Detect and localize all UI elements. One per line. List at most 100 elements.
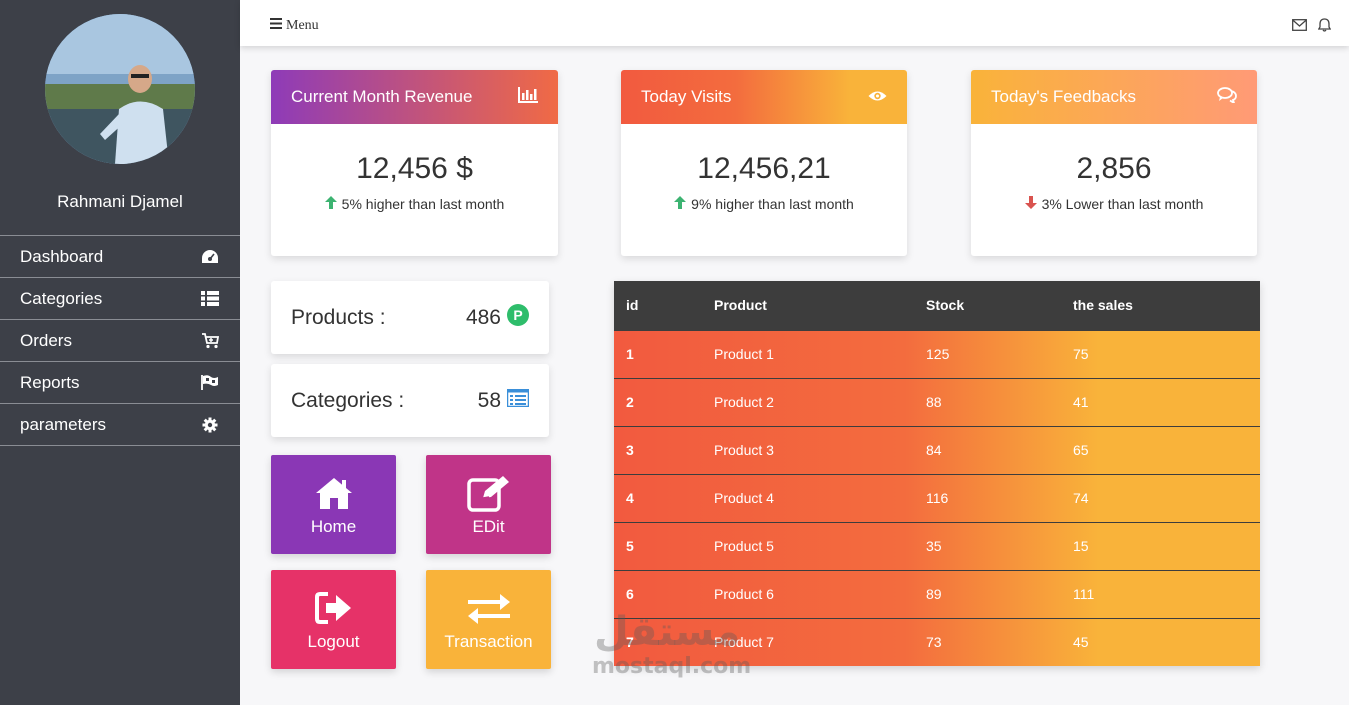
products-value: 486 bbox=[465, 305, 501, 329]
cell-id: 3 bbox=[626, 442, 634, 458]
categories-label: Categories : bbox=[291, 388, 405, 412]
cell-product: Product 1 bbox=[714, 346, 774, 362]
eye-icon bbox=[868, 87, 887, 107]
products-table: id Product Stock the sales 1 Product 1 1… bbox=[614, 281, 1260, 666]
table-row[interactable]: 7 Product 7 73 45 bbox=[614, 618, 1260, 666]
sidebar-item-label: Orders bbox=[20, 330, 72, 350]
home-icon bbox=[314, 473, 354, 513]
logout-icon bbox=[314, 588, 354, 628]
sidebar-item-dashboard[interactable]: Dashboard bbox=[0, 236, 240, 278]
col-header-sales[interactable]: the sales bbox=[1073, 297, 1133, 314]
cell-product: Product 2 bbox=[714, 394, 774, 410]
cell-sales: 15 bbox=[1073, 538, 1089, 554]
arrow-up-icon bbox=[324, 196, 337, 212]
cart-icon bbox=[200, 332, 220, 350]
cell-id: 5 bbox=[626, 538, 634, 554]
cell-id: 4 bbox=[626, 490, 634, 506]
sidebar-item-label: parameters bbox=[20, 414, 106, 434]
edit-icon bbox=[466, 473, 511, 513]
table-header-row: id Product Stock the sales bbox=[614, 281, 1260, 330]
cell-stock: 35 bbox=[926, 538, 942, 554]
revenue-change-text: 5% higher than last month bbox=[341, 196, 505, 212]
visits-card-title: Today Visits bbox=[641, 87, 732, 106]
revenue-change: 5% higher than last month bbox=[271, 196, 558, 212]
revenue-card: Current Month Revenue 12,456 $ 5% higher… bbox=[271, 70, 558, 256]
products-count-box: Products : 486 P bbox=[271, 281, 549, 354]
col-header-id[interactable]: id bbox=[626, 297, 639, 314]
list-icon bbox=[200, 290, 220, 308]
revenue-value: 12,456 $ bbox=[356, 152, 473, 185]
table-row[interactable]: 1 Product 1 125 75 bbox=[614, 330, 1260, 378]
bar-chart-icon bbox=[518, 86, 538, 108]
cell-product: Product 7 bbox=[714, 634, 774, 651]
cell-stock: 73 bbox=[926, 634, 942, 651]
cell-product: Product 3 bbox=[714, 442, 774, 458]
cell-sales: 75 bbox=[1073, 346, 1089, 362]
transaction-tile[interactable]: Transaction bbox=[426, 570, 551, 669]
categories-list-icon bbox=[506, 388, 530, 413]
gear-icon bbox=[200, 416, 220, 434]
avatar[interactable] bbox=[45, 14, 195, 164]
feedback-card: Today's Feedbacks 2,856 3% Lower than la… bbox=[971, 70, 1257, 256]
sidebar-item-label: Dashboard bbox=[20, 246, 104, 266]
products-label: Products : bbox=[291, 305, 386, 329]
categories-count-box: Categories : 58 bbox=[271, 364, 549, 437]
sidebar: Rahmani Djamel Dashboard Categories Orde… bbox=[0, 0, 240, 705]
cell-product: Product 4 bbox=[714, 490, 774, 506]
home-tile[interactable]: Home bbox=[271, 455, 396, 554]
cell-id: 1 bbox=[626, 346, 634, 362]
feedback-change: 3% Lower than last month bbox=[971, 196, 1257, 212]
bell-icon[interactable] bbox=[1317, 18, 1334, 32]
cell-product: Product 5 bbox=[714, 538, 774, 554]
watermark-latin: mostaql.com bbox=[592, 654, 752, 679]
cell-product: Product 6 bbox=[714, 586, 774, 602]
hamburger-icon bbox=[270, 18, 282, 34]
menu-button[interactable]: Menu bbox=[270, 18, 319, 34]
cell-id: 2 bbox=[626, 394, 634, 410]
watermark-arabic: مستقل bbox=[594, 609, 741, 655]
edit-tile-label: EDit bbox=[472, 516, 505, 536]
sidebar-item-categories[interactable]: Categories bbox=[0, 278, 240, 320]
table-row[interactable]: 3 Product 3 84 65 bbox=[614, 426, 1260, 474]
feedback-card-header: Today's Feedbacks bbox=[971, 70, 1257, 124]
menu-label: Menu bbox=[286, 18, 319, 33]
table-row[interactable]: 6 Product 6 89 111 bbox=[614, 570, 1260, 618]
comments-icon bbox=[1217, 86, 1237, 108]
sidebar-item-parameters[interactable]: parameters bbox=[0, 404, 240, 446]
edit-tile[interactable]: EDit bbox=[426, 455, 551, 554]
feedback-value: 2,856 bbox=[1076, 152, 1152, 185]
cell-stock: 125 bbox=[926, 346, 950, 362]
cell-sales: 45 bbox=[1073, 634, 1089, 651]
cell-sales: 111 bbox=[1073, 586, 1095, 602]
table-row[interactable]: 2 Product 2 88 41 bbox=[614, 378, 1260, 426]
svg-text:P: P bbox=[513, 307, 522, 323]
cell-stock: 84 bbox=[926, 442, 942, 458]
arrow-up-icon bbox=[674, 196, 687, 212]
visits-value: 12,456,21 bbox=[697, 152, 831, 185]
visits-card-header: Today Visits bbox=[621, 70, 907, 124]
envelope-icon[interactable] bbox=[1292, 18, 1308, 32]
logout-tile[interactable]: Logout bbox=[271, 570, 396, 669]
exchange-icon bbox=[466, 588, 512, 628]
feedback-card-title: Today's Feedbacks bbox=[991, 87, 1136, 106]
revenue-card-title: Current Month Revenue bbox=[291, 87, 473, 106]
user-name: Rahmani Djamel bbox=[57, 192, 183, 211]
feedback-change-text: 3% Lower than last month bbox=[1041, 196, 1204, 212]
top-bar: Menu bbox=[240, 0, 1349, 46]
col-header-product[interactable]: Product bbox=[714, 297, 767, 314]
cell-id: 7 bbox=[626, 634, 634, 651]
table-row[interactable]: 4 Product 4 116 74 bbox=[614, 474, 1260, 522]
product-p-icon: P bbox=[507, 303, 529, 332]
table-row[interactable]: 5 Product 5 35 15 bbox=[614, 522, 1260, 570]
cell-sales: 41 bbox=[1073, 394, 1089, 410]
cell-stock: 89 bbox=[926, 586, 942, 602]
revenue-card-header: Current Month Revenue bbox=[271, 70, 558, 124]
logout-tile-label: Logout bbox=[307, 631, 360, 651]
cell-sales: 65 bbox=[1073, 442, 1089, 458]
visits-change: 9% higher than last month bbox=[621, 196, 907, 212]
sidebar-item-reports[interactable]: Reports bbox=[0, 362, 240, 404]
sidebar-item-label: Reports bbox=[20, 372, 80, 392]
col-header-stock[interactable]: Stock bbox=[926, 297, 965, 314]
sidebar-item-orders[interactable]: Orders bbox=[0, 320, 240, 362]
home-tile-label: Home bbox=[310, 516, 357, 536]
